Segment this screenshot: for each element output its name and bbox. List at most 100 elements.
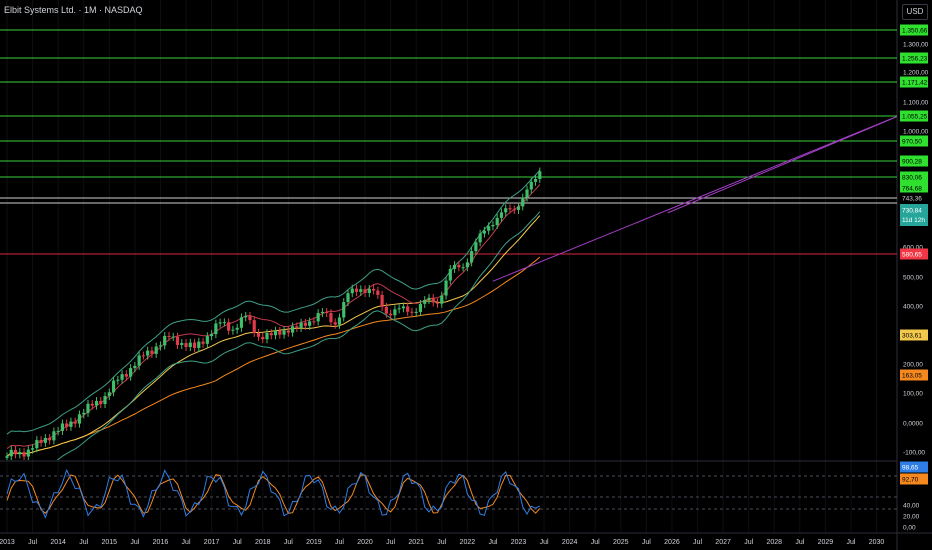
price-axis-labels: 1.350,66 1.256,23 1.171,42 1.055,25 970,50 90… (900, 24, 928, 381)
candle-body (414, 311, 418, 313)
candle-body (431, 297, 435, 303)
candle-body (376, 290, 380, 295)
time-tick-label: Jul (642, 539, 651, 546)
candle-body (188, 342, 192, 348)
candle-body (389, 313, 393, 316)
time-tick-label: 2029 (818, 539, 834, 546)
candle-body (444, 280, 448, 296)
candle-body (18, 452, 22, 455)
candle-body (184, 343, 188, 348)
candle-body (487, 226, 491, 231)
candle-body (210, 334, 214, 337)
time-tick-label: Jul (591, 539, 600, 546)
candle-body (60, 423, 65, 431)
price-tick-label: 1.100,00 (903, 100, 929, 107)
candle-body (22, 452, 26, 457)
rsi-value-label: 92,70 (902, 477, 919, 484)
ma-tag (900, 329, 928, 341)
candle-body (508, 208, 512, 210)
candle-body (525, 189, 529, 198)
candle-body (214, 323, 218, 335)
time-tick-label: Jul (130, 539, 139, 546)
candle-body (337, 317, 342, 325)
candle-body (371, 288, 376, 291)
candle-body (401, 306, 406, 309)
moving-averages (6, 169, 541, 460)
candle-body (342, 302, 346, 318)
candle-body (167, 335, 171, 337)
time-tick-label: Jul (693, 539, 702, 546)
candle-body (239, 317, 244, 328)
candle-body (26, 449, 30, 457)
time-tick-label: Jul (540, 539, 549, 546)
time-tick-label: Jul (28, 539, 37, 546)
candle-body (308, 321, 312, 326)
rsi-tick-label: 40,00 (903, 503, 920, 510)
candle-body (346, 293, 350, 303)
candle-body (201, 341, 205, 344)
time-tick-label: 2014 (50, 539, 66, 546)
time-tick-label: 2030 (869, 539, 885, 546)
candle-body (427, 297, 431, 300)
currency-button[interactable]: USD (902, 4, 928, 20)
trend-lines[interactable] (492, 111, 911, 282)
candle-body (329, 313, 333, 323)
candle-body (320, 311, 325, 314)
time-tick-label: Jul (182, 539, 191, 546)
price-level-tag (900, 76, 928, 88)
price-level-tag (900, 192, 928, 204)
price-level-tag (900, 24, 928, 36)
candle-body (30, 448, 35, 450)
time-axis-ticks: 2013 Jul 2014 Jul 2015 Jul 2016 Jul 2017 Jul 2018 J… (0, 539, 884, 546)
candle-body (235, 327, 239, 330)
candle-body (120, 374, 124, 380)
candle-body (69, 421, 73, 427)
candle-body (129, 368, 133, 377)
candle-body (529, 181, 533, 190)
candle-body (116, 379, 120, 381)
candle-body (52, 431, 56, 441)
candle-body (465, 262, 469, 268)
ma-tag (900, 369, 928, 381)
time-tick-label: 2017 (204, 539, 220, 546)
trend-line (492, 115, 897, 282)
time-tick-label: 2024 (562, 539, 578, 546)
ma-yellow-line (6, 215, 541, 457)
rsi-tick-label: 0,00 (903, 525, 916, 532)
candle-body (107, 392, 111, 397)
candle-body (448, 268, 452, 281)
time-tick-label: 2020 (357, 539, 373, 546)
time-tick-label: Jul (284, 539, 293, 546)
price-tick-label: 100,00 (903, 391, 923, 398)
price-level-tag (900, 171, 928, 183)
price-tick-label: 500,00 (903, 275, 923, 282)
candle-body (146, 350, 150, 356)
price-level-label: 580,65 (902, 252, 922, 259)
candle-body (418, 303, 423, 312)
price-tick-label: 1.300,00 (903, 42, 929, 49)
price-level-tag (900, 155, 928, 167)
candle-body (325, 311, 329, 314)
candle-body (39, 440, 43, 443)
candle-body (248, 315, 252, 321)
candle-body (516, 206, 521, 210)
candle-body (474, 242, 478, 252)
rsi-line (6, 468, 541, 519)
candle-body (205, 336, 209, 344)
candle-body (457, 264, 461, 268)
time-tick-label: Jul (744, 539, 753, 546)
candle-body (252, 320, 256, 333)
price-tick-label: 200,00 (903, 362, 923, 369)
time-tick-label: Jul (437, 539, 446, 546)
candle-body (99, 400, 103, 405)
candle-body (440, 295, 444, 304)
rsi-value-tag (900, 461, 928, 473)
candle-body (218, 322, 222, 324)
time-tick-label: Jul (233, 539, 242, 546)
time-tick-label: 2016 (153, 539, 169, 546)
price-level-tag (900, 110, 928, 122)
price-axis-ticks: 1.300,00 1.200,00 1.100,00 1.000,00 600,00 50… (903, 42, 929, 457)
price-level-label: 1.055,25 (902, 114, 928, 121)
candle-body (65, 423, 69, 427)
